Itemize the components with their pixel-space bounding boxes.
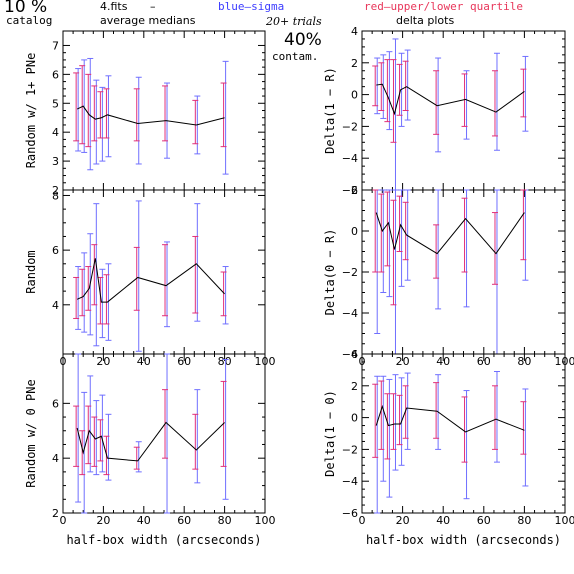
panel-left-bottom-ylabel: Random w/ 0 PNe [24,379,38,487]
panel-left-bottom-ytick-label: 2 [52,507,59,520]
panel-right-bottom-xtick-label: 20 [396,514,410,527]
panel-right-bottom-median-line [375,404,525,433]
panel-right-middle-xtick-label: 40 [436,355,450,368]
panel-left-bottom-xtick-label: 100 [255,514,276,527]
panel-left-bottom-median-line [76,421,225,462]
panel-left-top-frame [62,30,266,191]
panel-left-top-ytick-label: 6 [52,68,59,81]
panel-left-middle-xtick-label: 40 [137,355,151,368]
panel-left-bottom-xlabel: half-box width (arcseconds) [66,533,261,547]
panel-left-bottom-xtick-label: 0 [60,514,67,527]
panel-right-middle-xtick-label: 20 [396,355,410,368]
panel-right-middle-ylabel: Delta(0 − R) [323,229,337,316]
panel-right-bottom-ytick-label: 0 [351,412,358,425]
panel-right-top-ytick-label: 4 [351,25,358,38]
panel-right-bottom-xtick-label: 80 [517,514,531,527]
panel-left-bottom-xtick-label: 40 [137,514,151,527]
panel-left-top-ytick-label: 7 [52,39,59,52]
panel-right-middle-ytick-label: 2 [351,184,358,197]
panel-left-middle-ytick-label: 8 [52,189,59,202]
panel-right-middle-ytick-label: −2 [342,266,358,279]
panel-right-top-median-line [376,83,525,116]
panel-right-middle-ytick-label: −6 [342,348,358,361]
panel-left-middle-median-line [76,258,225,303]
panel-left-middle-xtick-label: 80 [218,355,232,368]
panel-right-top-ylabel: Delta(1 − R) [323,67,337,154]
panel-right-middle-xtick-label: 60 [477,355,491,368]
header-dash: – [150,0,156,13]
panel-right-bottom-xtick-label: 0 [359,514,366,527]
panel-left-bottom-ytick-label: 4 [52,452,59,465]
panel-left-bottom-xtick-label: 80 [218,514,232,527]
header-red-quartile: red–upper/lower quartile [364,0,523,13]
panel-right-top-ytick-label: 0 [351,89,358,102]
panel-left-top-median-line [76,105,225,126]
header-catalog: catalog [6,14,53,27]
panel-right-top-ytick-label: −4 [342,152,358,165]
panel-right-middle-ytick-label: −4 [342,307,358,320]
panel-right-top-ytick-label: −2 [342,120,358,133]
header-trials: 20+ trials [266,15,322,28]
panel-left-middle-xtick-label: 20 [96,355,110,368]
panel-left-middle-frame [62,189,266,355]
panel-left-bottom-frame [62,353,266,514]
panel-right-bottom-ylabel: Delta(1 − 0) [323,390,337,477]
panel-right-bottom-xlabel: half-box width (arcseconds) [366,533,561,547]
panel-right-top-ytick-label: −6 [342,184,358,197]
panel-left-bottom-xtick-label: 20 [96,514,110,527]
panel-right-middle-ytick-label: 0 [351,225,358,238]
panel-left-top-ylabel: Random w/ 1+ PNe [24,53,38,169]
panel-right-bottom-ytick-label: 2 [351,380,358,393]
panel-left-middle-ytick-label: 6 [52,244,59,257]
panel-left-top-ytick-label: 4 [52,126,59,139]
panel-right-top-ytick-label: 2 [351,57,358,70]
header-delta-plots: delta plots [396,14,455,27]
panel-right-bottom-ytick-label: −4 [342,475,358,488]
panel-left-middle-ylabel: Random [24,250,38,293]
header-blue-sigma: blue–sigma [218,0,285,13]
panel-left-bottom-ytick-label: 6 [52,397,59,410]
header-contam: contam. [272,50,319,63]
panel-right-bottom-xtick-label: 40 [436,514,450,527]
panel-left-top-ytick-label: 2 [52,184,59,197]
panel-left-middle-ytick-label: 4 [52,299,59,312]
header-percent: 10 % [4,0,48,17]
panel-right-bottom-ytick-label: 4 [351,348,358,361]
panel-right-middle-median-line [375,212,525,255]
panel-left-top-ytick-label: 5 [52,97,59,110]
panel-right-bottom-ytick-label: −2 [342,443,358,456]
panel-right-bottom-frame [361,353,566,514]
panel-right-middle-xtick-label: 80 [517,355,531,368]
panel-right-bottom-xtick-label: 60 [477,514,491,527]
panel-left-middle-xtick-label: 60 [177,355,191,368]
panel-left-bottom-xtick-label: 60 [177,514,191,527]
panel-right-bottom-xtick-label: 100 [555,514,574,527]
panel-right-top-frame [361,30,566,191]
panel-left-top-ytick-label: 3 [52,155,59,168]
header-average-medians: average medians [100,14,196,27]
header-fits: 4.fits [100,0,128,13]
panel-right-bottom-ytick-label: −6 [342,507,358,520]
header-contam-percent: 40% [284,30,322,50]
